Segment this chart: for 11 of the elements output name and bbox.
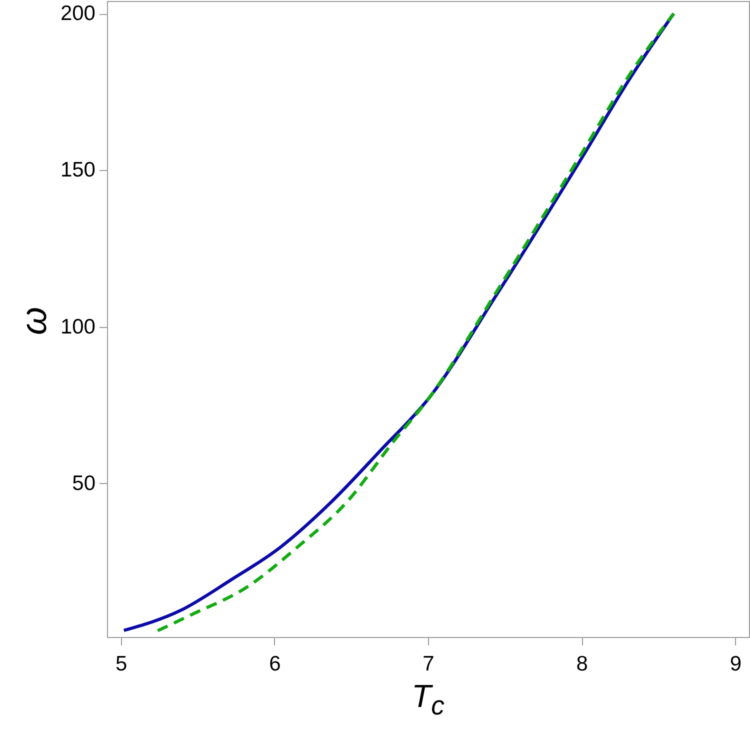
x-axis-title: T$_{c}$ bbox=[410, 678, 446, 722]
x-tick-label: 7 bbox=[422, 652, 434, 676]
x-tick-label: 9 bbox=[730, 652, 742, 676]
y-tick-label: 200 bbox=[60, 2, 96, 26]
x-tick-label: 5 bbox=[115, 652, 128, 676]
x-tick-label: 8 bbox=[576, 652, 588, 676]
y-axis-title: ω bbox=[13, 306, 55, 338]
x-tick-label: 6 bbox=[269, 652, 281, 676]
y-tick-label: 50 bbox=[72, 472, 96, 495]
y-tick-label: 150 bbox=[60, 158, 96, 182]
y-tick-label: 100 bbox=[60, 315, 96, 338]
